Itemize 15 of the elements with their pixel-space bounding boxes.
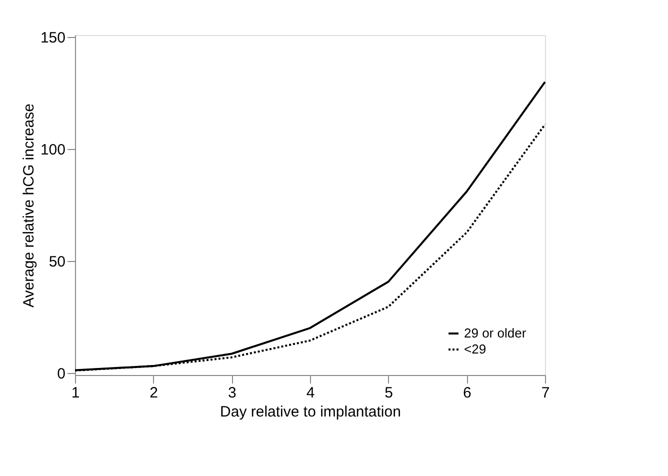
x-tick-label: 6 [462,384,472,402]
legend-label: 29 or older [464,326,527,340]
x-tick-label: 3 [228,384,236,402]
x-tick-label: 5 [384,384,394,402]
x-tick-label: 4 [306,384,315,402]
x-tick-label: 7 [541,384,550,402]
x-tick-label: 1 [71,384,80,402]
x-axis-title: Day relative to implantation [220,404,401,420]
y-tick-label: 0 [57,365,66,382]
y-tick-label: 50 [48,253,66,270]
y-tick-label: 100 [40,142,66,159]
legend-label: <29 [464,342,486,356]
y-tick-label: 150 [40,30,66,47]
x-tick-label: 2 [150,384,158,402]
y-axis-title: Average relative hCG increase [20,104,38,308]
